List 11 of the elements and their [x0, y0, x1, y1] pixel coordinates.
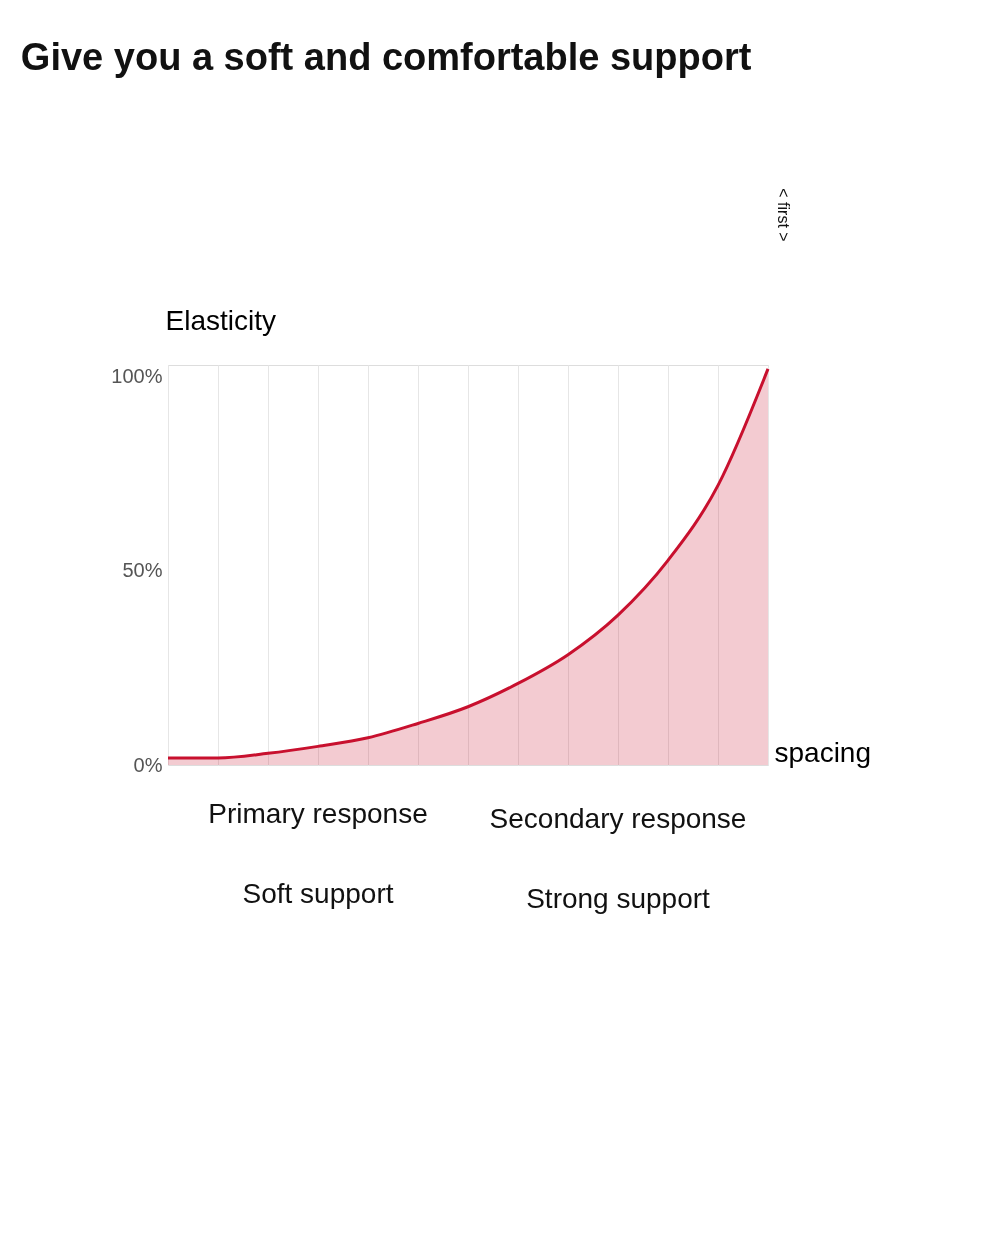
- y-tick-label: 50%: [122, 559, 163, 582]
- y-tick-label: 100%: [111, 365, 163, 388]
- text: < first >: [775, 188, 792, 242]
- y-axis-title: Elasticity: [165, 304, 276, 336]
- x-axis-title: spacing: [774, 736, 872, 768]
- text: Secondary response: [489, 803, 747, 834]
- text: Strong support: [526, 883, 711, 914]
- text: Primary response: [208, 798, 428, 829]
- y-tick-label: 0%: [133, 753, 163, 776]
- chart-title: Give you a soft and comfortable support: [20, 36, 752, 79]
- text: Soft support: [242, 878, 394, 909]
